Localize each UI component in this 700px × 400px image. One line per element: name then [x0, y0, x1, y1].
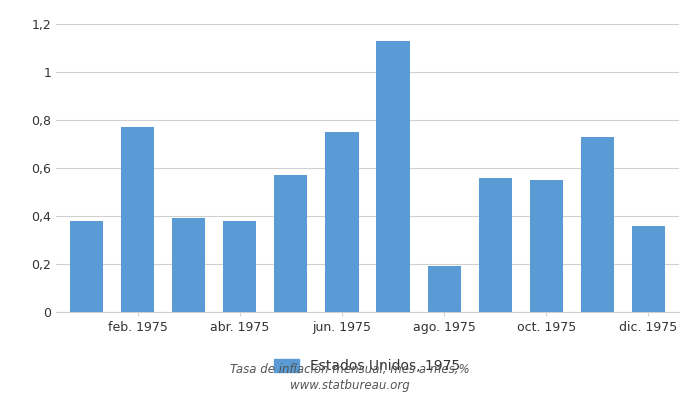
Bar: [479, 178, 512, 312]
Bar: [223, 221, 256, 312]
Text: www.statbureau.org: www.statbureau.org: [290, 380, 410, 392]
Bar: [326, 132, 358, 312]
Bar: [581, 137, 614, 312]
Bar: [377, 41, 410, 312]
Legend: Estados Unidos, 1975: Estados Unidos, 1975: [274, 359, 461, 373]
Bar: [172, 218, 205, 312]
Bar: [274, 175, 307, 312]
Bar: [530, 180, 563, 312]
Bar: [70, 221, 103, 312]
Text: Tasa de inflación mensual, mes a mes,%: Tasa de inflación mensual, mes a mes,%: [230, 364, 470, 376]
Bar: [428, 266, 461, 312]
Bar: [632, 226, 665, 312]
Bar: [121, 127, 154, 312]
